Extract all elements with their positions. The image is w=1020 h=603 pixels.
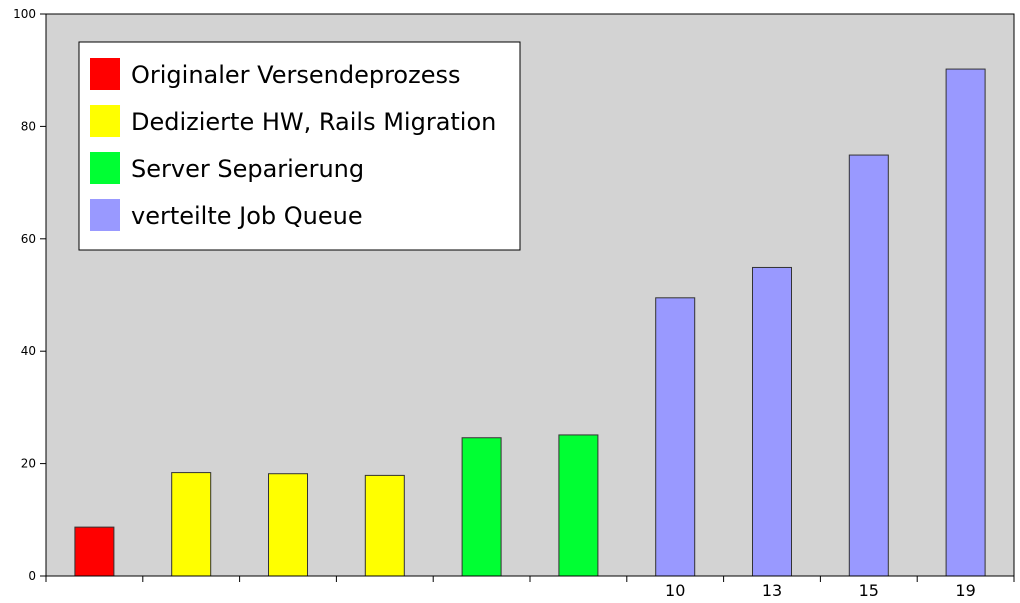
x-tick-label: 13 <box>762 581 782 600</box>
legend-label: Server Separierung <box>131 155 364 183</box>
bar <box>171 472 212 577</box>
y-tick-label: 80 <box>21 119 36 133</box>
bar <box>558 434 599 577</box>
legend-swatch <box>90 199 120 231</box>
y-tick-label: 20 <box>21 457 36 471</box>
x-tick-label: 15 <box>859 581 879 600</box>
x-axis: 10 13 15 19 <box>45 575 1015 600</box>
bar <box>364 474 405 577</box>
y-tick-label: 40 <box>21 344 36 358</box>
x-tick-label: 10 <box>665 581 685 600</box>
bar <box>945 68 986 577</box>
legend-label: Dedizierte HW, Rails Migration <box>131 108 496 136</box>
bar <box>848 154 889 577</box>
y-tick-label: 0 <box>28 569 36 583</box>
legend-swatch <box>90 58 120 90</box>
x-tick-label: 19 <box>955 581 975 600</box>
legend: Originaler Versendeprozess Dedizierte HW,… <box>78 41 521 251</box>
bar <box>461 437 502 577</box>
legend-box <box>78 41 521 251</box>
legend-swatch <box>90 105 120 137</box>
bar <box>752 266 792 577</box>
y-axis: 0 20 40 60 80 100 <box>13 7 47 583</box>
y-tick-label: 60 <box>21 232 36 246</box>
bar <box>74 526 115 577</box>
legend-label: Originaler Versendeprozess <box>131 61 460 89</box>
bar <box>268 473 308 577</box>
y-tick-label: 100 <box>13 7 36 21</box>
bars <box>74 68 986 577</box>
legend-label: verteilte Job Queue <box>131 202 363 230</box>
legend-swatch <box>90 152 120 184</box>
bar <box>655 297 696 577</box>
